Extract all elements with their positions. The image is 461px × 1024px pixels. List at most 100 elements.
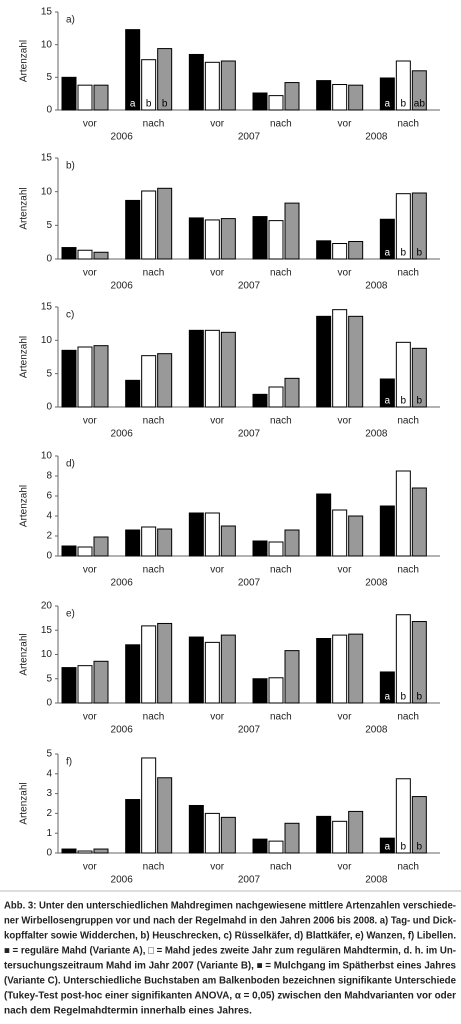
year-label: 2006 <box>111 132 134 143</box>
y-tick-label: 4 <box>46 768 52 779</box>
x-tick-label: vor <box>338 416 353 427</box>
bar-letter: a <box>130 99 136 110</box>
y-tick-label: 5 <box>46 749 52 760</box>
bar <box>316 240 332 260</box>
bar <box>332 820 348 854</box>
y-axis-label: Artenzahl <box>19 187 30 229</box>
year-label: 2006 <box>111 281 134 292</box>
year-label: 2007 <box>238 725 261 736</box>
bar <box>157 48 173 111</box>
bar <box>141 355 157 408</box>
x-tick-label: vor <box>210 119 225 130</box>
x-tick-label: nach <box>397 119 419 130</box>
bar <box>284 377 300 408</box>
bar <box>204 812 220 854</box>
caption-line: (Variante C). Unterschiedliche Buchstabe… <box>4 976 456 987</box>
x-tick-label: vor <box>83 416 98 427</box>
y-tick-label: 0 <box>46 105 52 116</box>
bar <box>379 218 395 260</box>
bar <box>332 243 348 260</box>
bar <box>252 838 268 854</box>
bar <box>125 799 141 854</box>
bar <box>125 529 141 557</box>
bar <box>141 59 157 111</box>
bar <box>61 349 77 408</box>
bar <box>93 848 109 854</box>
bar <box>61 247 77 260</box>
y-tick-label: 1 <box>46 828 52 839</box>
bar <box>268 840 284 854</box>
bar <box>379 77 395 111</box>
y-tick-label: 10 <box>41 649 53 660</box>
bar <box>157 777 173 854</box>
bar-letter: b <box>417 396 423 407</box>
panel-label: d) <box>66 459 75 470</box>
bar <box>204 329 220 408</box>
bar-letter: b <box>401 396 407 407</box>
x-tick-label: nach <box>270 268 292 279</box>
y-tick-label: 3 <box>46 788 52 799</box>
panel-label: b) <box>66 161 75 172</box>
x-tick-label: nach <box>397 416 419 427</box>
bar <box>395 60 411 111</box>
year-label: 2007 <box>238 281 261 292</box>
bar <box>77 850 93 854</box>
bar <box>61 76 77 111</box>
y-tick-label: 10 <box>41 335 53 346</box>
x-tick-label: vor <box>338 712 353 723</box>
bar <box>93 84 109 111</box>
bar <box>332 509 348 557</box>
y-tick-label: 2 <box>46 808 52 819</box>
bar <box>332 84 348 111</box>
x-tick-label: vor <box>338 862 353 873</box>
year-label: 2006 <box>111 875 134 886</box>
caption-line: (Tukey-Test post-hoc einer signifikanten… <box>4 991 456 1002</box>
bar <box>188 804 204 854</box>
bar <box>125 379 141 408</box>
bar <box>395 470 411 557</box>
year-label: 2007 <box>238 429 261 440</box>
bar <box>332 634 348 704</box>
bar <box>61 667 77 704</box>
bar <box>204 641 220 704</box>
y-tick-label: 20 <box>41 601 53 612</box>
bar <box>188 53 204 111</box>
bar <box>316 637 332 704</box>
caption-line: Abb. 3: Unter den unterschiedlichen Mahd… <box>4 901 456 912</box>
bar <box>93 251 109 260</box>
bar <box>93 345 109 408</box>
bar <box>348 515 364 557</box>
bar <box>348 633 364 704</box>
x-tick-label: vor <box>83 119 98 130</box>
bar-letter: b <box>401 842 407 853</box>
bar <box>268 541 284 557</box>
bar <box>157 187 173 260</box>
bar <box>220 816 236 854</box>
bar <box>411 347 427 408</box>
bar <box>220 525 236 557</box>
y-axis-label: Artenzahl <box>19 336 30 378</box>
y-tick-label: 8 <box>46 471 52 482</box>
bar <box>395 614 411 704</box>
y-tick-label: 15 <box>41 302 53 313</box>
bar <box>316 493 332 557</box>
bar-letter: a <box>385 842 391 853</box>
x-tick-label: vor <box>210 862 225 873</box>
bar <box>348 315 364 408</box>
bar-letter: b <box>417 692 423 703</box>
y-tick-label: 5 <box>46 673 52 684</box>
panel-label: e) <box>66 609 75 620</box>
bar <box>188 636 204 704</box>
y-tick-label: 6 <box>46 491 52 502</box>
caption-line: nach dem Regelmahdtermin innerhalb eines… <box>4 1006 252 1017</box>
panel-label: a) <box>66 15 75 26</box>
bar <box>77 665 93 704</box>
year-label: 2008 <box>365 875 388 886</box>
x-tick-label: nach <box>270 416 292 427</box>
bar <box>411 621 427 704</box>
bar <box>379 505 395 557</box>
y-tick-label: 10 <box>41 451 53 462</box>
caption-line: tersuchungszeitraum Mahd im Jahr 2007 (V… <box>4 961 456 972</box>
bar <box>284 529 300 557</box>
